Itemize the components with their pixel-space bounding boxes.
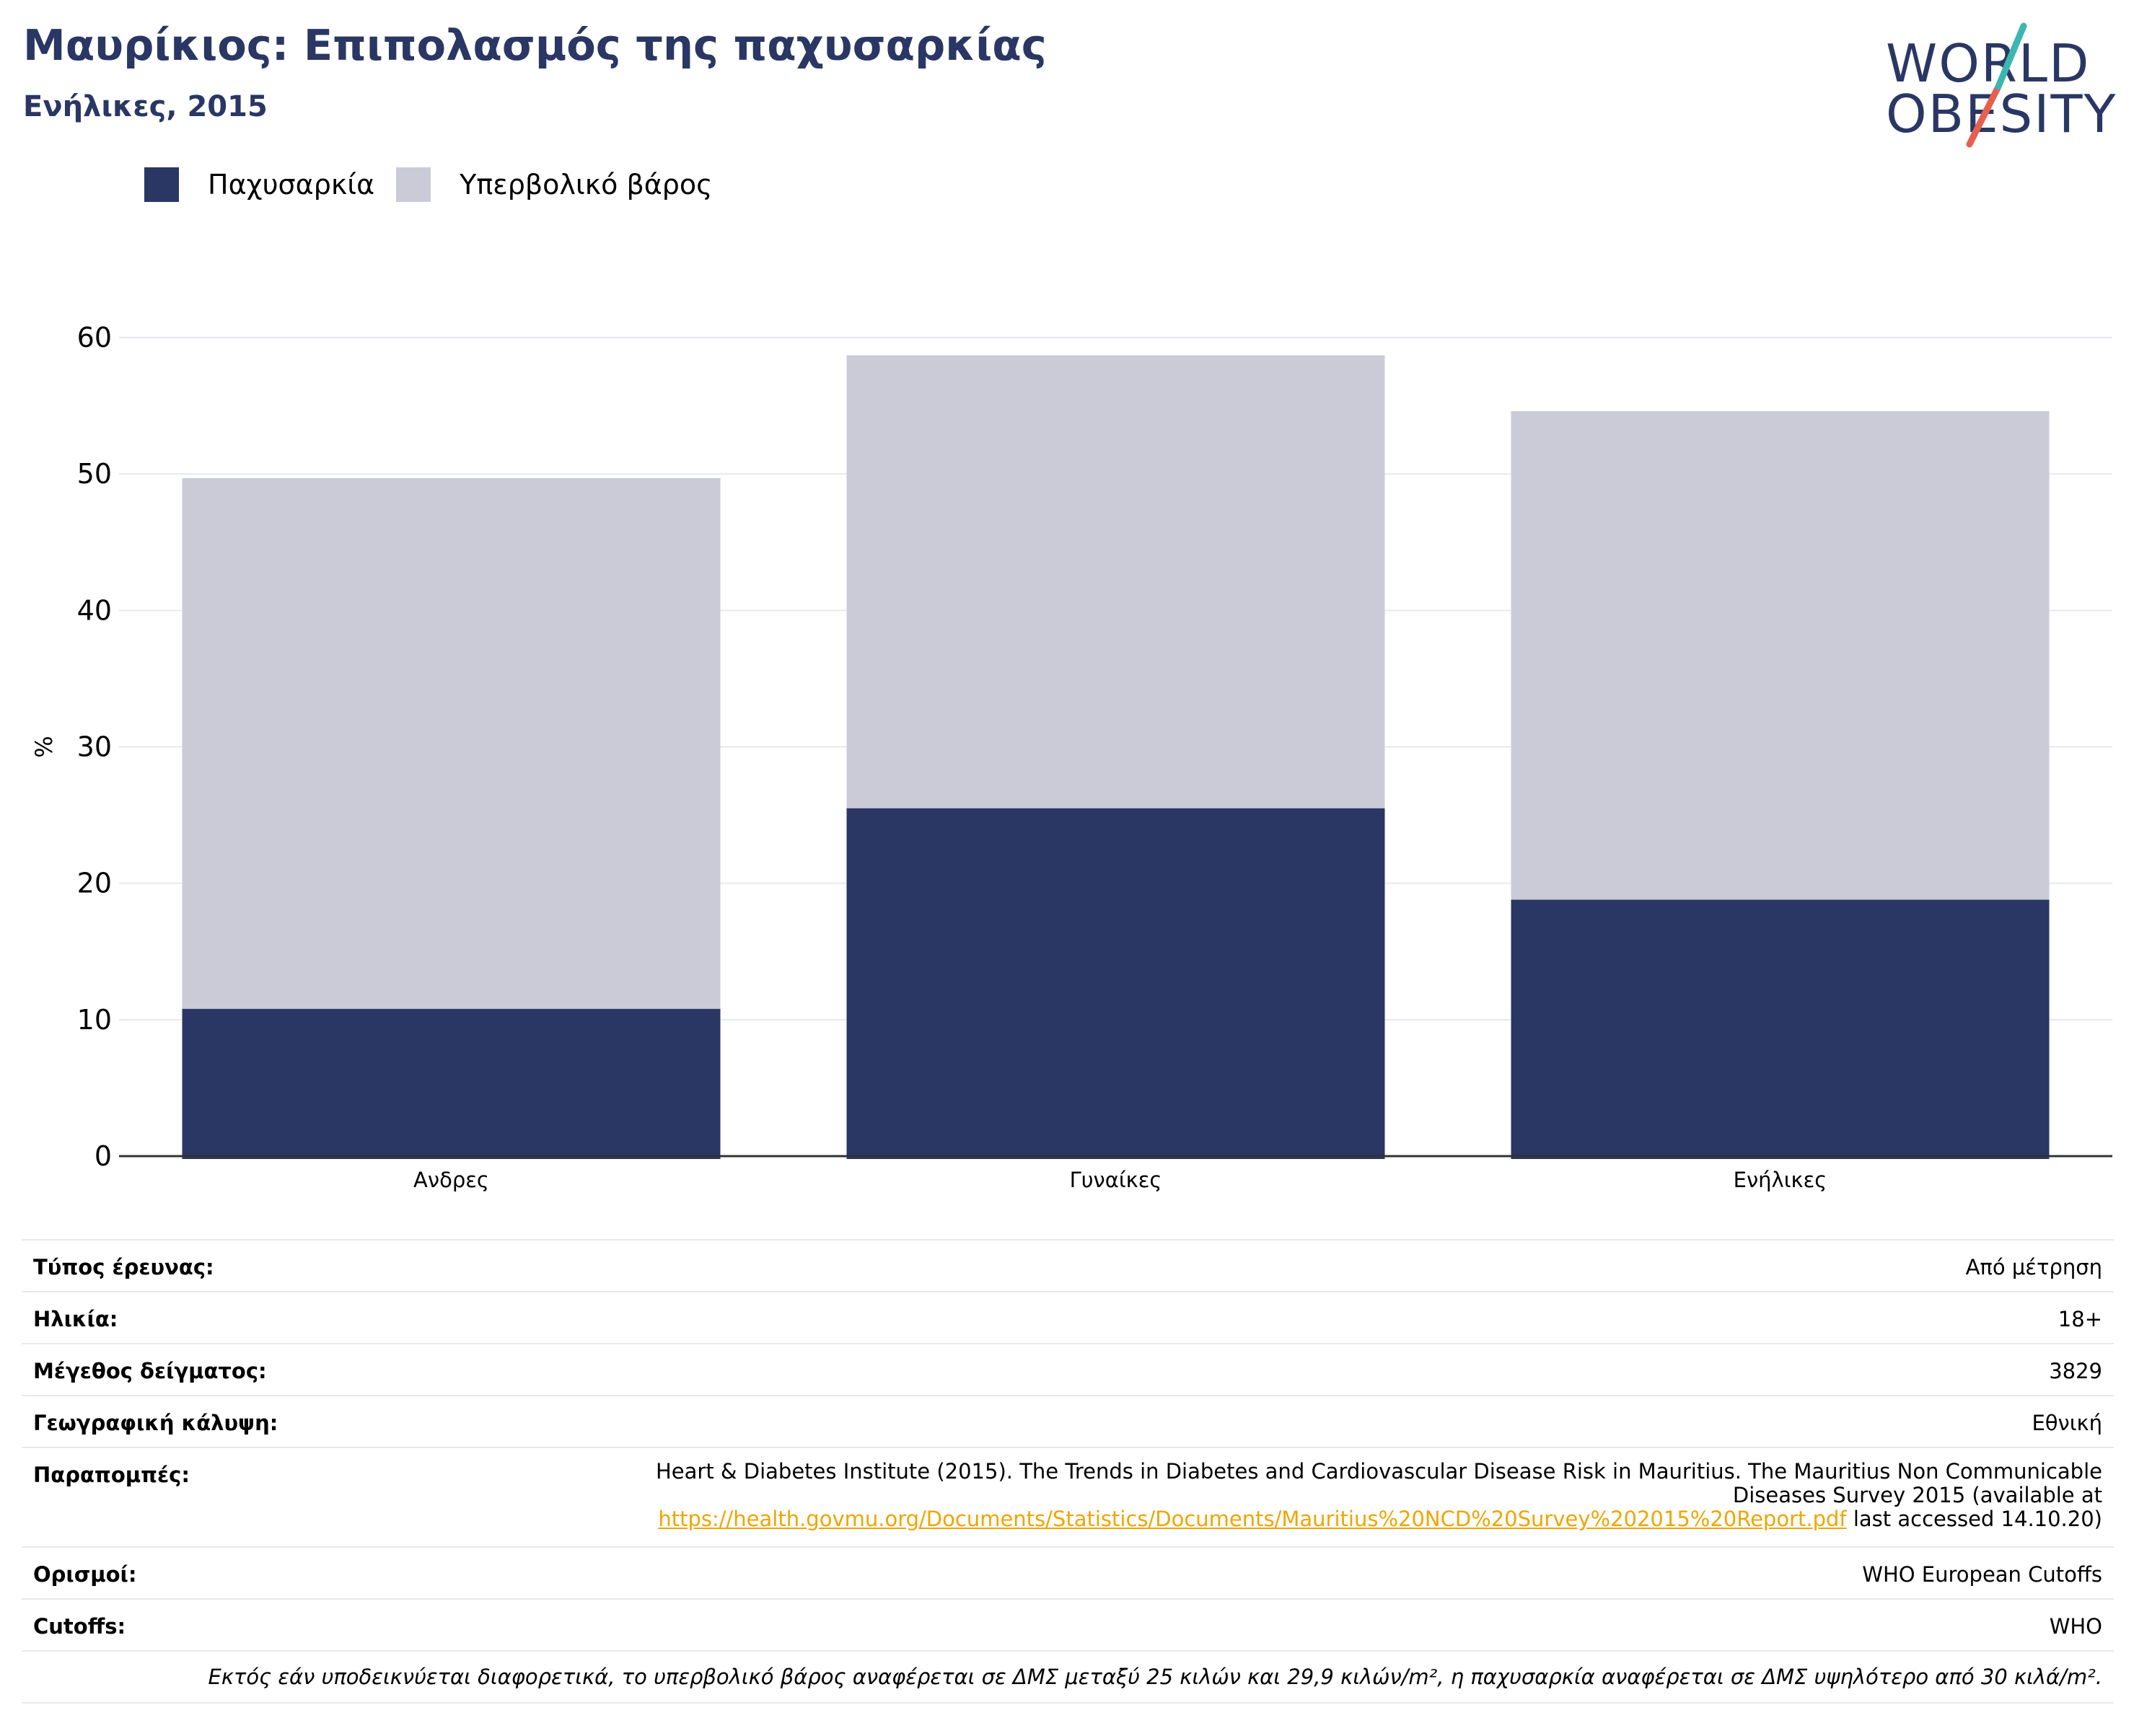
y-tick-label: 30 [77, 731, 112, 763]
meta-value: 18+ [2058, 1307, 2102, 1331]
meta-row-cutoffs: Cutoffs: WHO [22, 1598, 2114, 1650]
bar-overweight [182, 477, 721, 1009]
meta-row-coverage: Γεωγραφική κάλυψη: Εθνική [22, 1395, 2114, 1447]
reference-line2: Diseases Survey 2015 (available at [1732, 1483, 2102, 1507]
meta-label: Παραπομπές: [33, 1463, 190, 1487]
legend-swatch-obesity [144, 167, 179, 202]
legend-label-obesity: Παχυσαρκία [208, 169, 375, 201]
y-tick-label: 60 [77, 322, 112, 353]
bar-overweight [1511, 411, 2050, 900]
meta-label: Τύπος έρευνας: [33, 1255, 214, 1279]
meta-label: Μέγεθος δείγματος: [33, 1359, 267, 1383]
legend-item-overweight[interactable]: Υπερβολικό βάρος [396, 167, 712, 202]
chart-title: Μαυρίκιος: Επιπολασμός της παχυσαρκίας [23, 20, 1047, 70]
meta-label: Γεωγραφική κάλυψη: [33, 1411, 278, 1435]
meta-label: Ορισμοί: [33, 1562, 137, 1587]
y-tick-label: 10 [77, 1004, 112, 1036]
meta-label: Cutoffs: [33, 1614, 126, 1639]
footnote: Εκτός εάν υποδεικνύεται διαφορετικά, το … [208, 1665, 2103, 1689]
bar-obesity [182, 1008, 721, 1159]
meta-value: WHO European Cutoffs [1862, 1562, 2102, 1587]
meta-value: Εθνική [2032, 1411, 2102, 1435]
reference-link[interactable]: https://health.govmu.org/Documents/Stati… [658, 1507, 1847, 1531]
logo-line1: WORLD [1886, 33, 2091, 94]
legend-swatch-overweight [396, 167, 431, 202]
bar-obesity [1511, 899, 2050, 1159]
metadata-table: Τύπος έρευνας: Από μέτρηση Ηλικία: 18+ Μ… [22, 1239, 2114, 1704]
meta-value: 3829 [2049, 1359, 2102, 1383]
meta-row-sample-size: Μέγεθος δείγματος: 3829 [22, 1343, 2114, 1395]
chart-legend: Παχυσαρκία Υπερβολικό βάρος [144, 163, 734, 206]
y-tick-label: 20 [77, 868, 112, 899]
bar-obesity [846, 808, 1385, 1159]
legend-label-overweight: Υπερβολικό βάρος [460, 169, 713, 201]
footnote-row: Εκτός εάν υποδεικνύεται διαφορετικά, το … [22, 1650, 2114, 1704]
logo-slash-icon [1966, 22, 2027, 148]
world-obesity-logo: WORLD OBESITY [1876, 22, 2121, 151]
logo-line2: OBESITY [1886, 84, 2117, 144]
meta-label: Ηλικία: [33, 1307, 118, 1331]
meta-row-definitions: Ορισμοί: WHO European Cutoffs [22, 1546, 2114, 1598]
reference-line3: https://health.govmu.org/Documents/Stati… [656, 1507, 2102, 1531]
legend-item-obesity[interactable]: Παχυσαρκία [144, 167, 374, 202]
x-tick-label: Ανδρες [413, 1168, 489, 1192]
meta-row-survey-type: Τύπος έρευνας: Από μέτρηση [22, 1239, 2114, 1291]
meta-value: WHO [2049, 1614, 2102, 1639]
meta-row-age: Ηλικία: 18+ [22, 1291, 2114, 1343]
meta-row-references: Παραπομπές: Heart & Diabetes Institute (… [22, 1447, 2114, 1546]
stacked-bar-chart: 0 10 20 30 40 50 60% Ανδρες Γυναίκες Ενήλικες [30, 322, 2112, 1192]
y-tick-label: 50 [77, 458, 112, 490]
reference-line1: Heart & Diabetes Institute (2015). The T… [655, 1459, 2102, 1484]
x-tick-label: Γυναίκες [1070, 1168, 1162, 1192]
meta-value-references: Heart & Diabetes Institute (2015). The T… [656, 1460, 2102, 1531]
meta-value: Από μέτρηση [1965, 1255, 2102, 1279]
x-tick-label: Ενήλικες [1734, 1168, 1827, 1192]
reference-suffix: last accessed 14.10.20) [1846, 1507, 2102, 1531]
chart-subtitle: Ενήλικες, 2015 [23, 90, 268, 123]
y-tick-label: 40 [77, 594, 112, 626]
bar-overweight [846, 355, 1385, 808]
y-tick-label: 0 [95, 1140, 112, 1172]
y-axis-label: % [30, 736, 58, 757]
